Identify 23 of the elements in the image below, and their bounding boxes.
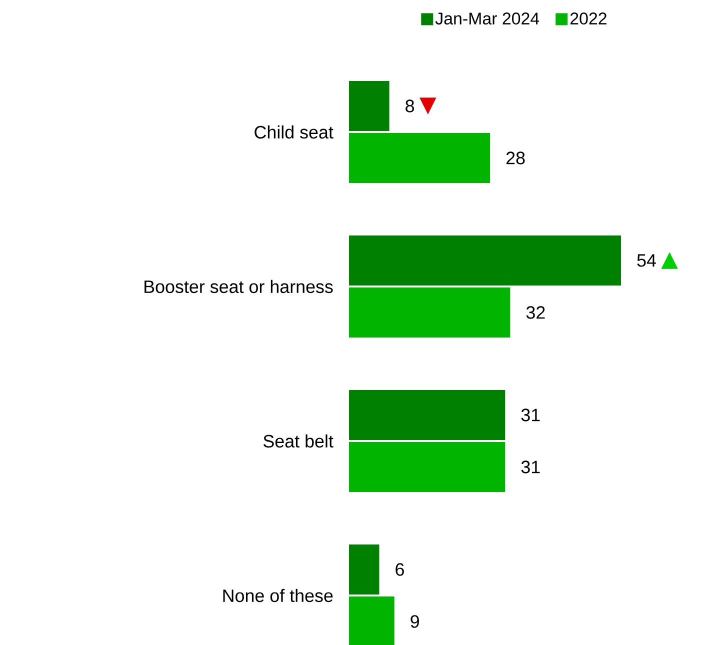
data-label: 6: [396, 563, 404, 576]
data-label: 31: [521, 460, 540, 474]
data-label: 31: [521, 408, 540, 422]
data-label: 9: [410, 615, 419, 628]
y-tick-label: Seat belt: [264, 434, 334, 448]
legend-label: Jan-Mar 2024: [435, 12, 540, 25]
y-tick-label: Booster seat or harness: [144, 280, 333, 294]
data-label: 8: [406, 100, 414, 112]
bar: [349, 288, 510, 338]
bar: [349, 133, 490, 184]
annotation: ▲: [661, 252, 678, 269]
bar: [349, 544, 380, 595]
legend-label: 2022: [570, 12, 606, 25]
data-label: 54: [637, 254, 656, 267]
annotation: ▼: [420, 98, 436, 114]
y-tick-label: None of these: [223, 588, 333, 602]
bar: [349, 390, 506, 440]
bar: [349, 81, 390, 131]
y-tick-label: Child seat: [254, 125, 334, 139]
data-label: 32: [526, 306, 545, 319]
data-label: 28: [506, 152, 525, 164]
bar: [349, 236, 621, 286]
bar: [349, 442, 506, 492]
